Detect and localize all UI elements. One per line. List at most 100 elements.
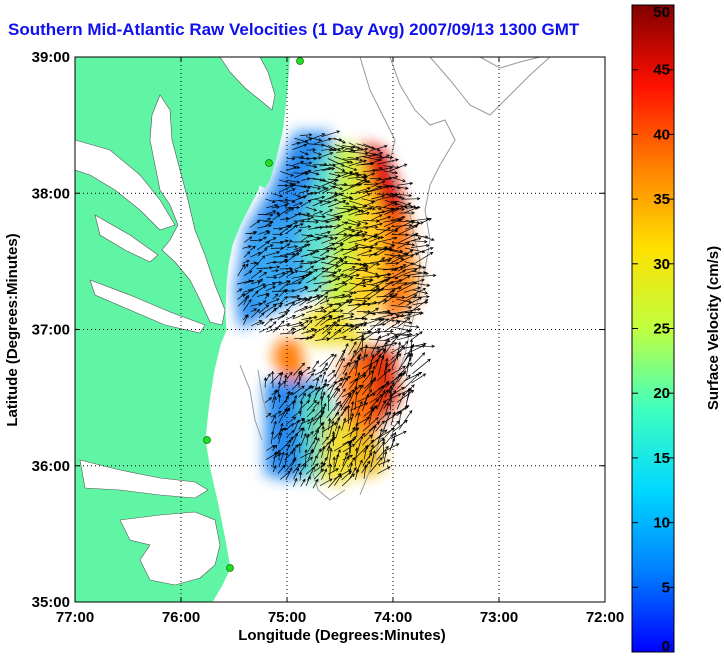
velocity-arrow [305,251,317,257]
velocity-arrow [312,401,320,409]
velocity-arrow [363,328,381,340]
velocity-arrow [270,414,276,424]
velocity-arrow [362,201,375,208]
velocity-arrow [396,298,413,304]
velocity-arrow [334,243,344,250]
velocity-arrow [307,214,326,219]
velocity-arrow [292,326,307,334]
velocity-arrow [410,331,423,341]
velocity-arrow [355,411,361,431]
velocity-arrow [292,385,305,395]
velocity-arrow [361,393,370,412]
velocity-arrow [315,235,329,241]
velocity-arrow [354,211,371,216]
velocity-arrow [312,437,320,453]
velocity-arrow [265,412,272,418]
velocity-arrow [284,451,289,468]
velocity-arrow [327,387,339,403]
velocity-arrow [265,251,281,257]
velocity-arrow [328,447,333,468]
velocity-arrow [343,290,358,295]
station-marker [296,57,304,65]
velocity-arrow [369,457,383,473]
velocity-arrow [350,206,365,213]
x-tick-label: 75:00 [268,609,306,626]
velocity-arrow [280,331,296,335]
velocity-arrow [334,403,343,417]
velocity-arrow [305,164,318,169]
velocity-arrow [375,420,385,432]
velocity-arrow [301,328,315,335]
velocity-arrow [384,381,395,398]
velocity-arrow [300,200,312,207]
y-axis-label: Latitude (Degrees:Minutes) [4,233,21,426]
velocity-arrow [397,242,410,249]
velocity-arrow [397,374,411,389]
velocity-arrow [368,317,385,332]
velocity-arrow [272,396,277,410]
velocity-arrow [362,434,373,446]
velocity-arrow [335,256,348,264]
velocity-arrow [368,406,375,425]
velocity-arrow [271,269,280,273]
velocity-arrow [384,420,400,438]
velocity-arrow [314,337,330,342]
velocity-arrow [286,430,295,438]
velocity-arrow [375,441,386,454]
velocity-arrow [265,285,277,292]
y-tick-label: 37:00 [32,322,70,339]
velocity-arrow [313,285,322,292]
velocity-arrow [236,288,243,293]
velocity-arrow [279,206,292,215]
velocity-arrow [342,231,361,242]
velocity-arrow [334,416,341,432]
velocity-arrow [272,320,285,333]
velocity-arrow [370,214,383,221]
velocity-arrow [405,353,412,377]
velocity-arrow [334,261,348,270]
velocity-arrow [263,210,277,216]
velocity-arrow [329,273,345,284]
velocity-arrow [284,298,302,306]
velocity-arrow [278,396,289,410]
velocity-arrow [300,478,306,487]
velocity-arrow [398,409,413,430]
velocity-arrow [326,402,339,419]
velocity-arrow [321,151,334,158]
velocity-arrow [256,285,267,292]
velocity-arrow [243,236,253,243]
velocity-arrow [371,309,391,314]
velocity-arrow [294,265,304,270]
velocity-arrow [320,362,328,374]
velocity-arrow [363,445,368,460]
x-tick-label: 76:00 [162,609,200,626]
velocity-arrow [294,171,309,178]
velocity-arrow [326,303,343,307]
velocity-arrow [306,306,325,314]
velocity-arrow [376,236,398,243]
velocity-arrow [272,193,284,198]
velocity-arrow [287,321,303,327]
velocity-arrow [305,220,320,224]
velocity-arrow [390,269,407,279]
velocity-arrow [327,259,344,270]
colorbar-tick-label: 45 [653,62,670,79]
velocity-arrow [371,424,377,439]
velocity-arrow [264,397,273,403]
colorbar-tick-label: 25 [653,321,670,338]
velocity-arrow [279,371,284,382]
velocity-arrow [333,299,350,312]
velocity-arrow [362,243,379,249]
velocity-arrow [237,263,246,277]
colorbar-label: Surface Velocity (cm/s) [705,246,722,410]
velocity-arrow [305,475,311,487]
velocity-arrow [265,307,277,319]
james-river [89,279,206,334]
velocity-arrow [285,294,301,298]
velocity-arrow [237,293,246,300]
velocity-arrow [356,310,372,314]
velocity-arrow [369,185,390,192]
velocity-arrow [293,201,304,207]
